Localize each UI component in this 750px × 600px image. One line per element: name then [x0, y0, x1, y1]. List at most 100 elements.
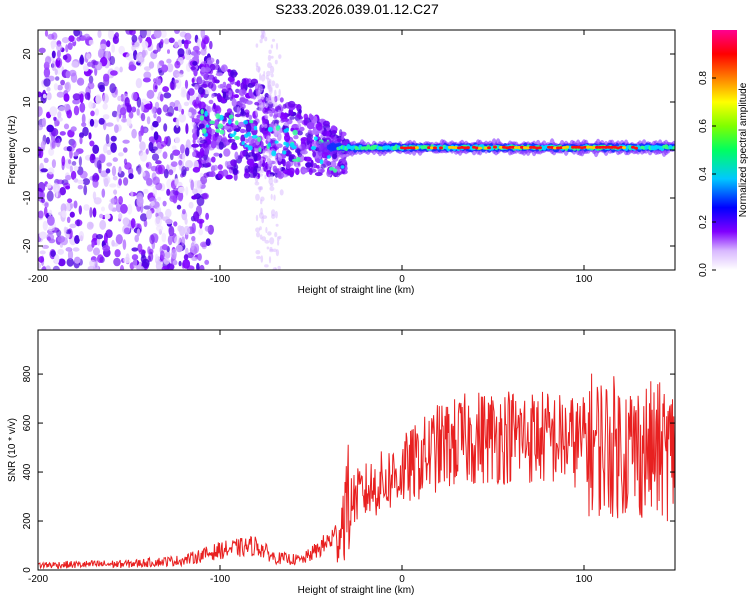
spectrogram-blob [176, 73, 184, 78]
spectrogram-blob [183, 39, 189, 49]
spectrogram-blob [57, 117, 63, 122]
spectrogram-blob [171, 145, 177, 150]
spectrogram-blob [260, 255, 264, 263]
carrier-peak [613, 145, 617, 149]
spectrogram-blob [44, 56, 52, 65]
spectrogram-blob [63, 93, 70, 102]
spectrogram-blob [255, 65, 261, 73]
spectrogram-blob [101, 206, 105, 212]
carrier-peak [589, 145, 593, 149]
spectrogram-blob [92, 207, 97, 218]
spectrogram-blob [178, 159, 183, 166]
spectrogram-blob [197, 253, 202, 261]
spectrogram-blob [254, 83, 259, 89]
spectrogram-blob [42, 220, 48, 231]
spectrogram-blob [275, 210, 278, 219]
spectrogram-blob [281, 173, 288, 178]
spectrogram-blob [218, 153, 223, 159]
spectrogram-blob [313, 136, 318, 141]
spectrogram-blob [216, 93, 222, 100]
spectrogram-x-tick-label: -200 [28, 274, 48, 285]
spectrogram-blob [256, 95, 262, 100]
snr-x-label: Height of straight line (km) [298, 585, 415, 596]
spectrogram-blob [55, 187, 59, 198]
spectrogram-blob [260, 168, 264, 173]
spectrogram-blob [340, 165, 345, 169]
spectrogram-blob [340, 131, 347, 137]
spectrogram-blob [111, 165, 117, 177]
spectrogram-blob [283, 112, 288, 120]
spectrogram-blob [235, 88, 240, 94]
spectrogram-blob [257, 99, 262, 104]
spectrogram-blob [106, 149, 112, 155]
spectrogram-blob [113, 257, 121, 267]
spectrogram-blob [116, 111, 120, 123]
spectrogram-blob [274, 231, 278, 238]
spectrogram-blob [120, 203, 128, 214]
spectrogram-x-tick-label: 100 [576, 274, 593, 285]
spectrogram-blob [155, 225, 164, 232]
spectrogram-blob [182, 209, 186, 215]
spectrogram-blob [143, 188, 149, 194]
spectrogram-blob [112, 242, 119, 247]
carrier-peak [415, 146, 419, 150]
spectrogram-blob [76, 219, 80, 227]
spectrogram-blob [258, 147, 262, 152]
spectrogram-blob [204, 110, 208, 117]
spectrogram-blob [260, 30, 265, 35]
spectrogram-blob [63, 103, 71, 111]
spectrogram-blob [53, 83, 59, 91]
spectrogram-blob [109, 55, 116, 66]
spectrogram-blob [107, 30, 115, 40]
spectrogram-blob [41, 117, 47, 127]
spectrogram-blob [180, 86, 187, 95]
spectrogram-blob [122, 139, 130, 144]
spectrogram-blob [279, 112, 285, 120]
spectrogram-blob [199, 147, 205, 157]
spectrogram-blob [205, 238, 211, 247]
spectrogram-blob [136, 228, 141, 237]
spectrogram-blob [332, 153, 338, 160]
spectrogram-blob [193, 68, 198, 77]
spectrogram-blob [256, 231, 260, 238]
spectrogram-blob [236, 106, 240, 115]
spectrogram-blob [251, 134, 258, 139]
spectrogram-blob [71, 61, 79, 68]
spectrogram-blob [56, 91, 65, 98]
carrier-peak [505, 146, 509, 150]
spectrogram-blob [289, 115, 296, 120]
spectrogram-blob [207, 81, 214, 89]
spectrogram-blob [93, 119, 99, 128]
spectrogram-blob [270, 44, 274, 49]
spectrogram-blob [136, 96, 142, 108]
spectrogram-blob [209, 171, 216, 178]
spectrogram-blob [211, 93, 215, 99]
spectrogram-blob [260, 105, 264, 111]
spectrogram-blob [141, 258, 150, 269]
spectrogram-blob [156, 141, 162, 149]
spectrogram-blob [267, 135, 271, 143]
spectrogram-blob [166, 63, 174, 73]
spectrogram-blob [196, 218, 205, 224]
spectrogram-blob [275, 83, 279, 89]
spectrogram-blob [267, 81, 272, 87]
spectrogram-blob [269, 186, 275, 192]
carrier-peak [580, 146, 584, 150]
spectrogram-blob [270, 174, 274, 180]
spectrogram-blob [270, 73, 274, 78]
spectrogram-blob [241, 103, 246, 110]
spectrogram-blob [88, 39, 95, 46]
colorbar-tick-label: 0.0 [698, 263, 709, 277]
spectrogram-blob [296, 156, 301, 163]
spectrogram-blob [328, 166, 335, 171]
spectrogram-blob [38, 262, 41, 269]
carrier-peak [493, 145, 497, 149]
spectrogram-blob [103, 144, 108, 154]
spectrogram-blob [152, 49, 159, 54]
spectrogram-blob [39, 250, 46, 255]
spectrogram-blob [190, 66, 196, 71]
spectrogram-blob [79, 56, 85, 65]
spectrogram-blob [70, 170, 77, 180]
spectrogram-blob [102, 93, 109, 104]
spectrogram-blob [162, 200, 167, 207]
